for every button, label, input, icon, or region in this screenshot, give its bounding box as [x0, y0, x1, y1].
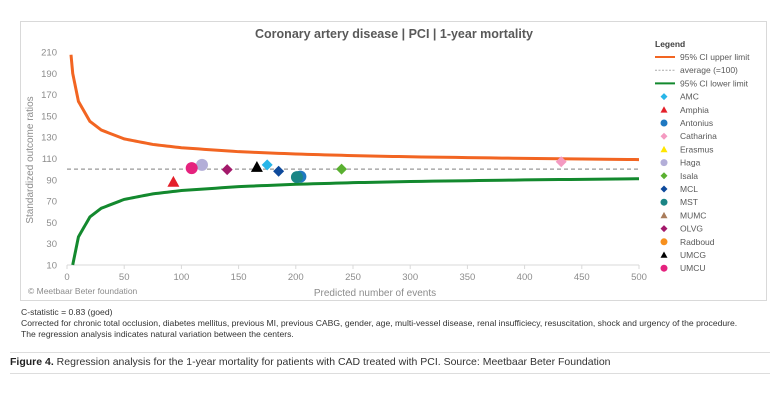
legend-item: MST: [680, 197, 698, 207]
legend-marker-mst: [660, 198, 668, 206]
legend-item: MCL: [680, 184, 698, 194]
data-point-isala: [336, 163, 348, 175]
legend-marker-isala: [660, 172, 668, 180]
legend-marker-umcg: [660, 251, 668, 258]
x-tick-label: 450: [574, 272, 590, 283]
95-ci-upper-limit-line: [69, 54, 640, 162]
data-point-olvg: [221, 164, 233, 176]
x-tick-label: 250: [345, 272, 361, 283]
legend-item: Isala: [680, 171, 698, 181]
notes: C-statistic = 0.83 (goed) Corrected for …: [21, 307, 737, 340]
data-point-catharina: [555, 156, 567, 168]
legend-item: 95% CI upper limit: [680, 52, 750, 62]
legend-item: UMCU: [680, 263, 706, 273]
figure-label: Figure 4.: [10, 356, 54, 368]
y-axis-label: Standardized outcome ratios: [25, 96, 36, 223]
x-axis-label: Predicted number of events: [314, 288, 436, 299]
y-tick-label: 110: [42, 154, 57, 165]
legend-marker-radboud: [660, 238, 668, 246]
watermark: © Meetbaar Beter foundation: [28, 286, 138, 296]
y-tick-label: 50: [46, 218, 57, 229]
legend-marker-antonius: [660, 119, 668, 127]
legend-item: average (=100): [680, 65, 738, 75]
x-tick-label: 200: [288, 272, 304, 283]
c-statistic: C-statistic = 0.83 (goed): [21, 307, 113, 317]
chart-frame: [20, 21, 767, 301]
data-point-mst: [290, 171, 303, 184]
data-point-amphia: [167, 175, 180, 187]
x-tick-label: 350: [459, 272, 475, 283]
x-tick-label: 50: [119, 272, 130, 283]
legend-item: AMC: [680, 92, 699, 102]
y-tick-label: 170: [41, 90, 57, 101]
divider: [10, 352, 770, 353]
legend-marker-erasmus: [660, 145, 668, 153]
legend-marker-olvg: [660, 225, 668, 233]
chart-title: Coronary artery disease | PCI | 1-year m…: [255, 27, 533, 41]
x-tick-label: 150: [231, 272, 247, 283]
x-tick-label: 500: [631, 272, 647, 283]
figure-caption: Figure 4. Regression analysis for the 1-…: [10, 356, 611, 368]
legend-item: 95% CI lower limit: [680, 78, 749, 88]
corrected-note: Corrected for chronic total occlusion, d…: [21, 318, 738, 328]
data-point-haga: [195, 158, 208, 171]
y-tick-label: 70: [46, 197, 57, 208]
legend-item: Radboud: [680, 237, 715, 247]
legend-marker-amphia: [660, 106, 668, 113]
legend-item: Amphia: [680, 105, 709, 115]
divider: [10, 373, 770, 374]
legend-item: UMCG: [680, 250, 706, 260]
legend-marker-mcl: [660, 185, 668, 193]
data-point-umcg: [250, 161, 263, 172]
legend-item: OLVG: [680, 224, 703, 234]
legend-marker-mumc: [660, 211, 668, 219]
x-tick-label: 100: [173, 272, 189, 283]
y-tick-label: 190: [41, 69, 57, 80]
legend-title: Legend: [655, 39, 685, 49]
legend-marker-haga: [660, 159, 668, 167]
y-tick-label: 90: [46, 175, 57, 186]
legend-item: Catharina: [680, 131, 717, 141]
data-point-amc: [261, 159, 273, 171]
legend-marker-catharina: [660, 132, 668, 140]
x-tick-label: 300: [402, 272, 418, 283]
regression-note: The regression analysis indicates natura…: [21, 329, 294, 339]
y-tick-label: 10: [46, 261, 57, 272]
data-point-mcl: [273, 165, 285, 177]
legend-marker-amc: [660, 93, 668, 101]
legend-item: MUMC: [680, 210, 706, 220]
y-tick-label: 130: [41, 133, 57, 144]
legend-item: Antonius: [680, 118, 713, 128]
x-tick-label: 0: [64, 272, 69, 283]
legend-item: Haga: [680, 158, 701, 168]
funnel-chart: Coronary artery disease | PCI | 1-year m…: [20, 21, 767, 301]
data-point-umcu: [185, 162, 198, 175]
legend-marker-umcu: [660, 264, 668, 272]
x-tick-label: 400: [517, 272, 533, 283]
figure-caption-text: Regression analysis for the 1-year morta…: [53, 356, 611, 368]
95-ci-lower-limit-line: [71, 177, 640, 266]
y-tick-label: 150: [41, 111, 57, 122]
y-tick-label: 210: [41, 48, 57, 59]
y-tick-label: 30: [46, 239, 57, 250]
legend-item: Erasmus: [680, 144, 714, 154]
